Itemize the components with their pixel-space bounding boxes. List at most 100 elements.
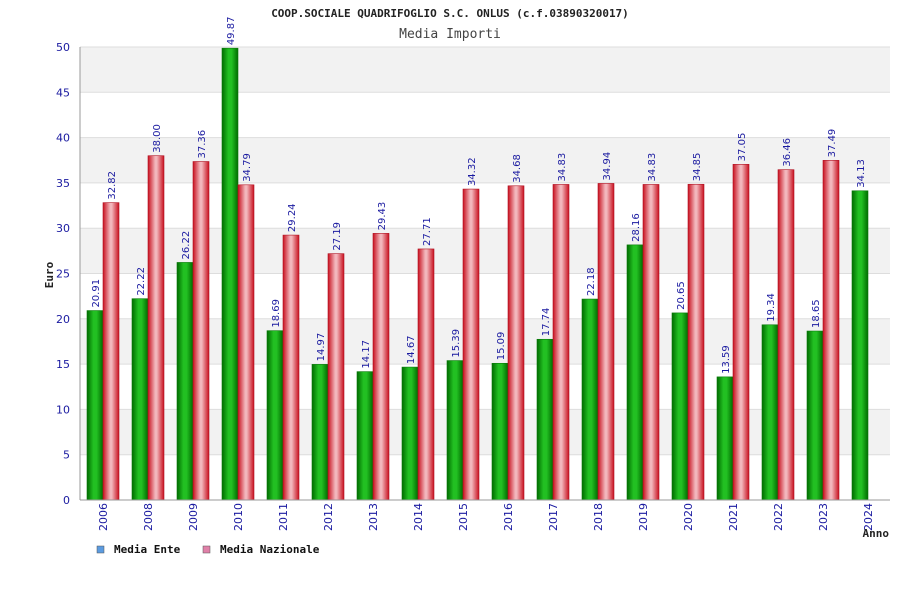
value-label-nazionale: 37.05 (737, 133, 748, 162)
bar-ente (671, 312, 689, 501)
value-label-ente: 28.16 (631, 213, 642, 242)
value-label-ente: 15.39 (451, 329, 462, 358)
plot-band (80, 137, 890, 183)
value-label-nazionale: 34.68 (512, 154, 523, 183)
value-label-ente: 19.34 (766, 293, 777, 322)
value-label-nazionale: 29.24 (287, 203, 298, 232)
x-tick-label: 2024 (862, 503, 875, 531)
bar-nazionale (102, 202, 120, 501)
y-tick-label: 10 (56, 403, 70, 416)
bar-ente (401, 366, 419, 501)
plot-background (80, 46, 890, 501)
bar-nazionale (282, 234, 300, 501)
value-label-ente: 18.69 (271, 299, 282, 328)
bar-nazionale (552, 184, 570, 501)
plot-band (80, 92, 890, 138)
value-label-nazionale: 34.94 (602, 152, 613, 181)
value-label-nazionale: 34.32 (467, 157, 478, 186)
bar-ente (311, 364, 329, 501)
legend-swatch-media-ente (96, 545, 105, 554)
bar-nazionale (822, 160, 840, 501)
bar-ente (851, 190, 869, 501)
plot-band (80, 228, 890, 274)
x-tick-label: 2012 (322, 503, 335, 531)
value-label-nazionale: 34.79 (242, 153, 253, 182)
y-tick-label: 25 (56, 268, 70, 281)
value-label-ente: 34.13 (856, 159, 867, 188)
x-tick-label: 2018 (592, 503, 605, 531)
y-tick-label: 35 (56, 177, 70, 190)
legend-label-media-ente: Media Ente (114, 543, 181, 556)
x-tick-label: 2020 (682, 503, 695, 531)
value-label-nazionale: 27.19 (332, 222, 343, 251)
plot-band (80, 318, 890, 365)
bar-ente (86, 310, 104, 501)
value-label-nazionale: 37.36 (197, 130, 208, 159)
bar-nazionale (372, 233, 390, 501)
bar-nazionale (462, 188, 480, 501)
bar-nazionale (597, 183, 615, 501)
bar-ente (491, 362, 509, 501)
value-label-ente: 49.87 (226, 17, 237, 46)
value-label-nazionale: 32.82 (107, 171, 118, 200)
value-label-ente: 15.09 (496, 332, 507, 361)
bar-ente (581, 298, 599, 501)
bar-ente (266, 330, 284, 501)
bar-ente (806, 330, 824, 501)
y-tick-label: 0 (63, 494, 70, 507)
plot-band (80, 47, 890, 93)
y-axis-label: Euro (43, 261, 56, 288)
x-tick-label: 2006 (97, 503, 110, 531)
chart-subtitle: Media Importi (399, 27, 501, 42)
value-label-nazionale: 37.49 (827, 129, 838, 158)
bar-nazionale (192, 161, 210, 501)
value-label-ente: 14.97 (316, 333, 327, 362)
x-tick-label: 2013 (367, 503, 380, 531)
plot-band (80, 182, 890, 229)
x-tick-label: 2015 (457, 503, 470, 531)
bar-nazionale (507, 185, 525, 501)
y-tick-label: 5 (63, 449, 70, 462)
bar-nazionale (147, 155, 165, 501)
value-label-nazionale: 27.71 (422, 217, 433, 246)
x-axis-label: Anno (863, 527, 890, 540)
value-label-ente: 20.91 (91, 279, 102, 308)
legend-item-media-nazionale: Media Nazionale (202, 543, 320, 556)
bars (86, 47, 869, 501)
x-tick-label: 2009 (187, 503, 200, 531)
value-label-nazionale: 38.00 (152, 124, 163, 153)
value-label-ente: 13.59 (721, 345, 732, 374)
x-tick-label: 2011 (277, 503, 290, 531)
bar-ente (761, 324, 779, 501)
value-label-ente: 14.67 (406, 335, 417, 364)
bar-ente (356, 371, 374, 501)
y-tick-label: 50 (56, 41, 70, 54)
bar-nazionale (327, 253, 345, 501)
value-label-ente: 22.22 (136, 267, 147, 296)
bar-nazionale (777, 169, 795, 501)
x-tick-label: 2014 (412, 503, 425, 531)
value-label-nazionale: 34.83 (647, 153, 658, 182)
value-label-ente: 26.22 (181, 231, 192, 260)
legend-swatch-media-nazionale (202, 545, 211, 554)
bar-nazionale (642, 184, 660, 501)
y-tick-label: 45 (56, 86, 70, 99)
bar-nazionale (732, 164, 750, 501)
x-tick-label: 2019 (637, 503, 650, 531)
value-label-nazionale: 34.83 (557, 153, 568, 182)
bar-nazionale (417, 248, 435, 501)
bar-ente (716, 376, 734, 501)
x-tick-label: 2023 (817, 503, 830, 531)
y-tick-label: 15 (56, 358, 70, 371)
value-label-ente: 20.65 (676, 281, 687, 310)
value-label-ente: 18.65 (811, 299, 822, 328)
legend-label-media-nazionale: Media Nazionale (220, 543, 320, 556)
bar-ente (626, 244, 644, 501)
plot-band (80, 409, 890, 455)
x-axis-ticks: 2006 2008 2009 2010 2011 2012 2013 2014 2015 2016… (97, 503, 875, 531)
bar-ente (221, 47, 239, 501)
value-label-nazionale: 36.46 (782, 138, 793, 167)
value-label-ente: 17.74 (541, 308, 552, 337)
bar-ente (536, 338, 554, 501)
